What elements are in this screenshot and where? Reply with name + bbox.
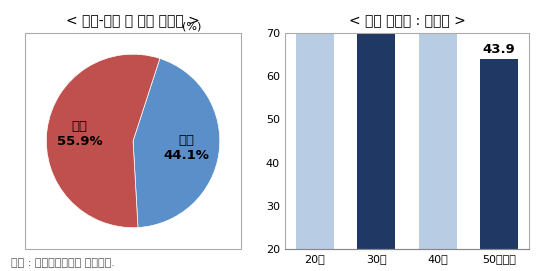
- Title: < 분배 선호도 : 연령별 >: < 분배 선호도 : 연령별 >: [348, 15, 465, 28]
- Text: 43.9: 43.9: [483, 43, 515, 56]
- Text: 성장
44.1%: 성장 44.1%: [164, 134, 210, 162]
- Bar: [357, 0, 395, 249]
- Title: < 성장-분배 중 분배 선호도 >: < 성장-분배 중 분배 선호도 >: [66, 15, 200, 28]
- Text: 자료 : 현대경제연구원 설문조사.: 자료 : 현대경제연구원 설문조사.: [11, 258, 114, 268]
- Bar: [480, 59, 518, 249]
- Bar: [296, 0, 334, 249]
- Wedge shape: [46, 54, 160, 228]
- Bar: [418, 0, 457, 249]
- Text: 분배
55.9%: 분배 55.9%: [57, 120, 103, 148]
- Text: (%): (%): [182, 22, 201, 32]
- Wedge shape: [133, 59, 220, 227]
